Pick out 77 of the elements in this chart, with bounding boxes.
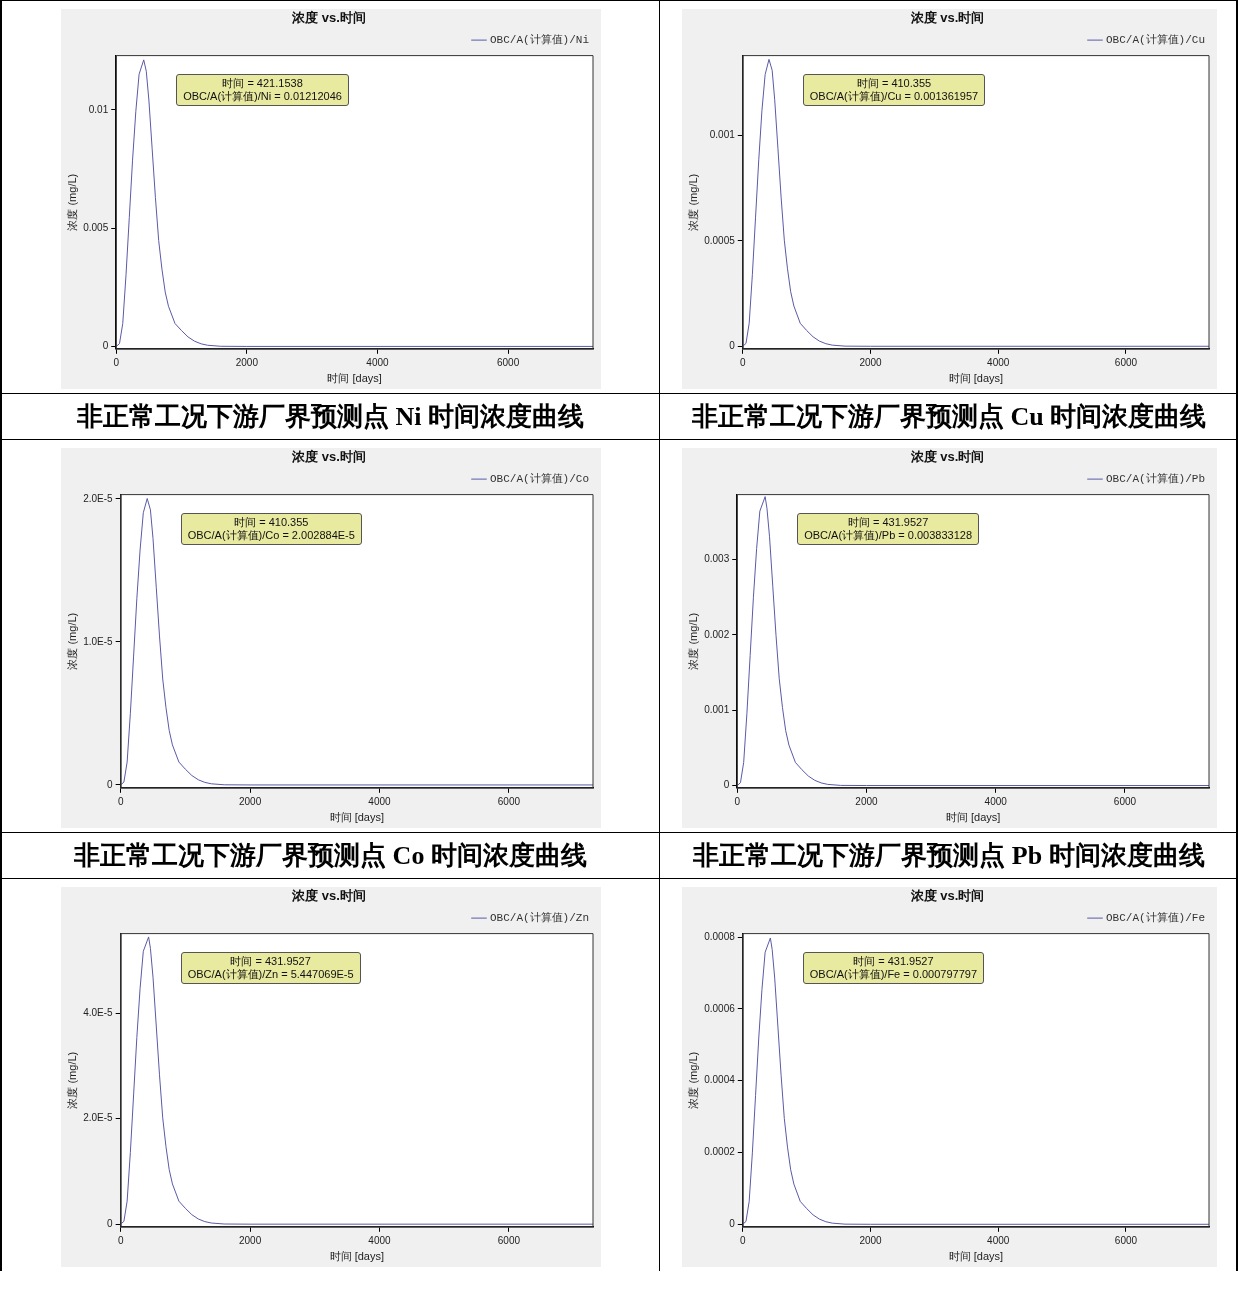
y-tick-label: 1.0E-5 — [82, 635, 113, 647]
y-axis-title: 浓度 (mg/L) — [65, 1051, 78, 1109]
x-axis-title: 时间 [days] — [329, 1250, 384, 1263]
legend-label: OBC/A(计算值)/Cu — [1105, 33, 1205, 47]
x-tick-label: 6000 — [496, 356, 520, 368]
annotation: 时间 = 410.355 OBC/A(计算值)/Cu = 0.001361957 — [802, 73, 986, 106]
y-tick-label: 0.0005 — [703, 234, 735, 246]
y-tick-label: 0.005 — [82, 221, 109, 233]
chart-title: 浓度 vs.时间 — [290, 10, 366, 26]
x-axis-title: 时间 [days] — [948, 1250, 1003, 1263]
y-tick-label: 0.01 — [88, 103, 109, 115]
y-tick-label: 0.001 — [703, 703, 730, 715]
annotation: 时间 = 421.1538 OBC/A(计算值)/Ni = 0.01212046 — [176, 73, 349, 106]
y-axis-title: 浓度 (mg/L) — [686, 612, 699, 670]
x-tick-label: 6000 — [1113, 795, 1137, 807]
x-tick-label: 0 — [117, 1234, 124, 1246]
y-tick-label: 0 — [106, 1217, 113, 1229]
y-axis-title: 浓度 (mg/L) — [686, 1051, 699, 1109]
annotation: 时间 = 431.9527 OBC/A(计算值)/Fe = 0.000797797 — [802, 951, 984, 984]
text: 非正常工况下游厂界预测点 Cu 时间浓度曲线 — [660, 393, 1238, 439]
y-tick-label: 0.002 — [703, 628, 730, 640]
x-tick-label: 0 — [739, 1234, 746, 1246]
chart-title: 浓度 vs.时间 — [909, 449, 984, 465]
y-axis-title: 浓度 (mg/L) — [65, 173, 78, 231]
x-tick-label: 4000 — [984, 795, 1007, 807]
legend-label: OBC/A(计算值)/Zn — [489, 911, 589, 925]
chart-title: 浓度 vs.时间 — [909, 10, 984, 26]
y-axis-title: 浓度 (mg/L) — [686, 173, 699, 231]
y-axis-title: 浓度 (mg/L) — [65, 612, 78, 670]
y-tick-label: 2.0E-5 — [82, 1112, 113, 1124]
x-tick-label: 4000 — [986, 1234, 1010, 1246]
chart-title: 浓度 vs.时间 — [290, 888, 366, 904]
x-tick-label: 2000 — [858, 356, 882, 368]
x-axis-title: 时间 [days] — [326, 372, 382, 385]
text: 非正常工况下游厂界预测点 Pb 时间浓度曲线 — [660, 832, 1238, 878]
y-tick-label: 0 — [728, 340, 735, 352]
x-tick-label: 2000 — [235, 356, 258, 368]
x-tick-label: 2000 — [858, 1234, 882, 1246]
y-tick-label: 0 — [102, 340, 109, 352]
annotation: 时间 = 410.355 OBC/A(计算值)/Co = 2.002884E-5 — [180, 512, 362, 545]
y-tick-label: 2.0E-5 — [82, 492, 113, 504]
y-tick-label: 0.0006 — [703, 1002, 735, 1014]
y-tick-label: 0.003 — [703, 553, 730, 565]
y-tick-label: 0.0002 — [703, 1146, 735, 1158]
y-tick-label: 0.0004 — [703, 1074, 735, 1086]
y-tick-label: 0.001 — [709, 129, 735, 141]
y-tick-label: 0 — [728, 1218, 735, 1230]
x-tick-label: 6000 — [1114, 356, 1138, 368]
y-tick-label: 4.0E-5 — [82, 1006, 113, 1018]
x-tick-label: 2000 — [854, 795, 878, 807]
x-tick-label: 4000 — [367, 795, 391, 807]
text: 非正常工况下游厂界预测点 Co 时间浓度曲线 — [2, 832, 659, 878]
chart-title: 浓度 vs.时间 — [290, 449, 366, 465]
annotation: 时间 = 431.9527 OBC/A(计算值)/Zn = 5.447069E-5 — [180, 951, 361, 984]
legend-label: OBC/A(计算值)/Fe — [1105, 911, 1205, 925]
x-tick-label: 2000 — [238, 1234, 262, 1246]
x-tick-label: 0 — [117, 795, 124, 807]
x-tick-label: 4000 — [367, 1234, 391, 1246]
x-tick-label: 6000 — [1114, 1234, 1138, 1246]
x-tick-label: 2000 — [238, 795, 262, 807]
x-tick-label: 6000 — [497, 795, 520, 807]
y-tick-label: 0.0008 — [703, 930, 735, 942]
y-tick-label: 0 — [106, 778, 113, 790]
x-tick-label: 0 — [739, 356, 746, 368]
y-tick-label: 0 — [723, 779, 730, 791]
x-axis-title: 时间 [days] — [948, 372, 1003, 385]
legend-label: OBC/A(计算值)/Ni — [489, 33, 589, 47]
x-axis-title: 时间 [days] — [945, 811, 1000, 824]
legend-label: OBC/A(计算值)/Pb — [1105, 472, 1205, 486]
x-axis-title: 时间 [days] — [329, 811, 384, 824]
annotation: 时间 = 431.9527 OBC/A(计算值)/Pb = 0.003833128 — [797, 512, 980, 545]
x-tick-label: 6000 — [497, 1234, 520, 1246]
legend-label: OBC/A(计算值)/Co — [489, 472, 589, 486]
chart-title: 浓度 vs.时间 — [909, 888, 984, 904]
text: 非正常工况下游厂界预测点 Ni 时间浓度曲线 — [2, 393, 659, 439]
x-tick-label: 4000 — [365, 356, 389, 368]
x-tick-label: 4000 — [986, 356, 1010, 368]
